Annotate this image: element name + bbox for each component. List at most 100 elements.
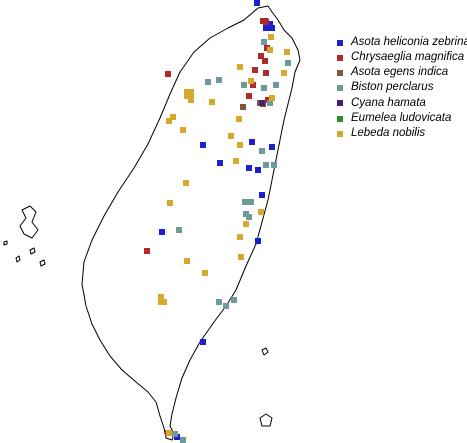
occurrence-marker <box>259 192 265 198</box>
legend-label: Eumelea ludovicata <box>351 111 452 124</box>
square-marker-icon <box>337 54 343 61</box>
occurrence-marker <box>255 238 261 244</box>
occurrence-marker <box>258 53 264 59</box>
occurrence-marker <box>161 299 167 305</box>
occurrence-marker <box>237 142 243 148</box>
occurrence-marker <box>170 114 176 120</box>
occurrence-marker <box>180 127 186 133</box>
occurrence-marker <box>237 234 243 240</box>
penghu-islet <box>39 259 46 267</box>
legend-label: Chrysaeglia magnifica <box>351 51 465 64</box>
occurrence-marker <box>184 89 190 95</box>
occurrence-marker <box>231 297 237 303</box>
occurrence-marker <box>188 97 194 103</box>
orchid-island-outline <box>259 413 273 427</box>
occurrence-marker <box>263 70 269 76</box>
legend-item: Eumelea ludovicata <box>337 111 467 126</box>
occurrence-marker <box>238 254 244 260</box>
occurrence-marker <box>243 221 249 227</box>
occurrence-marker <box>271 162 277 168</box>
occurrence-marker <box>184 93 190 99</box>
square-marker-icon <box>337 85 343 92</box>
green-island-outline <box>261 347 269 356</box>
occurrence-marker <box>281 70 287 76</box>
legend-label: Cyana hamata <box>351 96 426 109</box>
legend-item: Lebeda nobilis <box>337 126 467 141</box>
square-marker-icon <box>337 130 343 137</box>
legend-item: Chrysaeglia magnifica <box>337 50 467 65</box>
occurrence-marker <box>263 25 269 31</box>
occurrence-marker <box>202 270 208 276</box>
legend-label: Asota egens indica <box>351 66 449 79</box>
occurrence-marker <box>237 64 243 70</box>
occurrence-marker <box>269 25 275 31</box>
occurrence-marker <box>228 133 234 139</box>
legend-item: Cyana hamata <box>337 96 467 111</box>
occurrence-marker <box>248 78 254 84</box>
occurrence-marker <box>248 199 254 205</box>
occurrence-marker <box>166 430 172 436</box>
occurrence-marker <box>180 437 186 443</box>
occurrence-marker <box>188 89 194 95</box>
occurrence-marker <box>172 431 178 437</box>
occurrence-marker <box>216 299 222 305</box>
occurrence-marker <box>258 209 264 215</box>
penghu-islands-outline <box>19 205 39 239</box>
occurrence-marker <box>284 49 290 55</box>
occurrence-marker <box>259 148 265 154</box>
occurrence-marker <box>236 116 242 122</box>
occurrence-marker <box>176 227 182 233</box>
legend-label: Biston perclarus <box>351 81 434 94</box>
occurrence-marker <box>188 93 194 99</box>
legend-item: Asota heliconia zebrina <box>337 35 467 50</box>
occurrence-marker <box>233 158 239 164</box>
penghu-islet <box>15 255 21 263</box>
legend-item: Asota egens indica <box>337 65 467 80</box>
occurrence-marker <box>159 229 165 235</box>
occurrence-marker <box>144 248 150 254</box>
occurrence-marker <box>285 60 291 66</box>
occurrence-marker <box>200 339 206 345</box>
legend-label: Asota heliconia zebrina <box>351 35 467 48</box>
occurrence-marker <box>240 104 246 110</box>
occurrence-marker <box>273 82 279 88</box>
species-legend: Asota heliconia zebrina Chrysaeglia magni… <box>337 35 467 141</box>
occurrence-marker <box>255 167 261 173</box>
occurrence-marker <box>254 0 260 6</box>
occurrence-marker <box>263 162 269 168</box>
occurrence-marker <box>246 93 252 99</box>
occurrence-marker <box>246 165 252 171</box>
occurrence-marker <box>267 21 273 27</box>
occurrence-marker <box>268 34 274 40</box>
occurrence-marker <box>252 67 258 73</box>
occurrence-marker <box>205 79 211 85</box>
occurrence-marker <box>262 58 268 64</box>
occurrence-marker <box>241 82 247 88</box>
occurrence-marker <box>246 214 252 220</box>
occurrence-marker <box>217 160 223 166</box>
occurrence-marker <box>263 19 269 25</box>
penghu-islet <box>3 240 8 246</box>
occurrence-marker <box>250 82 256 88</box>
occurrence-markers <box>144 0 291 443</box>
penghu-islet <box>29 247 36 255</box>
occurrence-marker <box>167 200 173 206</box>
occurrence-marker <box>259 100 265 106</box>
square-marker-icon <box>337 100 343 107</box>
occurrence-marker <box>269 144 275 150</box>
occurrence-marker <box>267 100 273 106</box>
legend-item: Biston perclarus <box>337 81 467 96</box>
occurrence-marker <box>166 118 172 124</box>
square-marker-icon <box>337 39 343 46</box>
occurrence-marker <box>158 294 164 300</box>
square-marker-icon <box>337 115 343 122</box>
occurrence-marker <box>261 85 267 91</box>
square-marker-icon <box>337 69 343 76</box>
occurrence-marker <box>200 142 206 148</box>
occurrence-marker <box>223 303 229 309</box>
occurrence-marker <box>209 99 215 105</box>
legend-label: Lebeda nobilis <box>351 126 426 139</box>
occurrence-marker <box>267 47 273 53</box>
occurrence-marker <box>165 71 171 77</box>
